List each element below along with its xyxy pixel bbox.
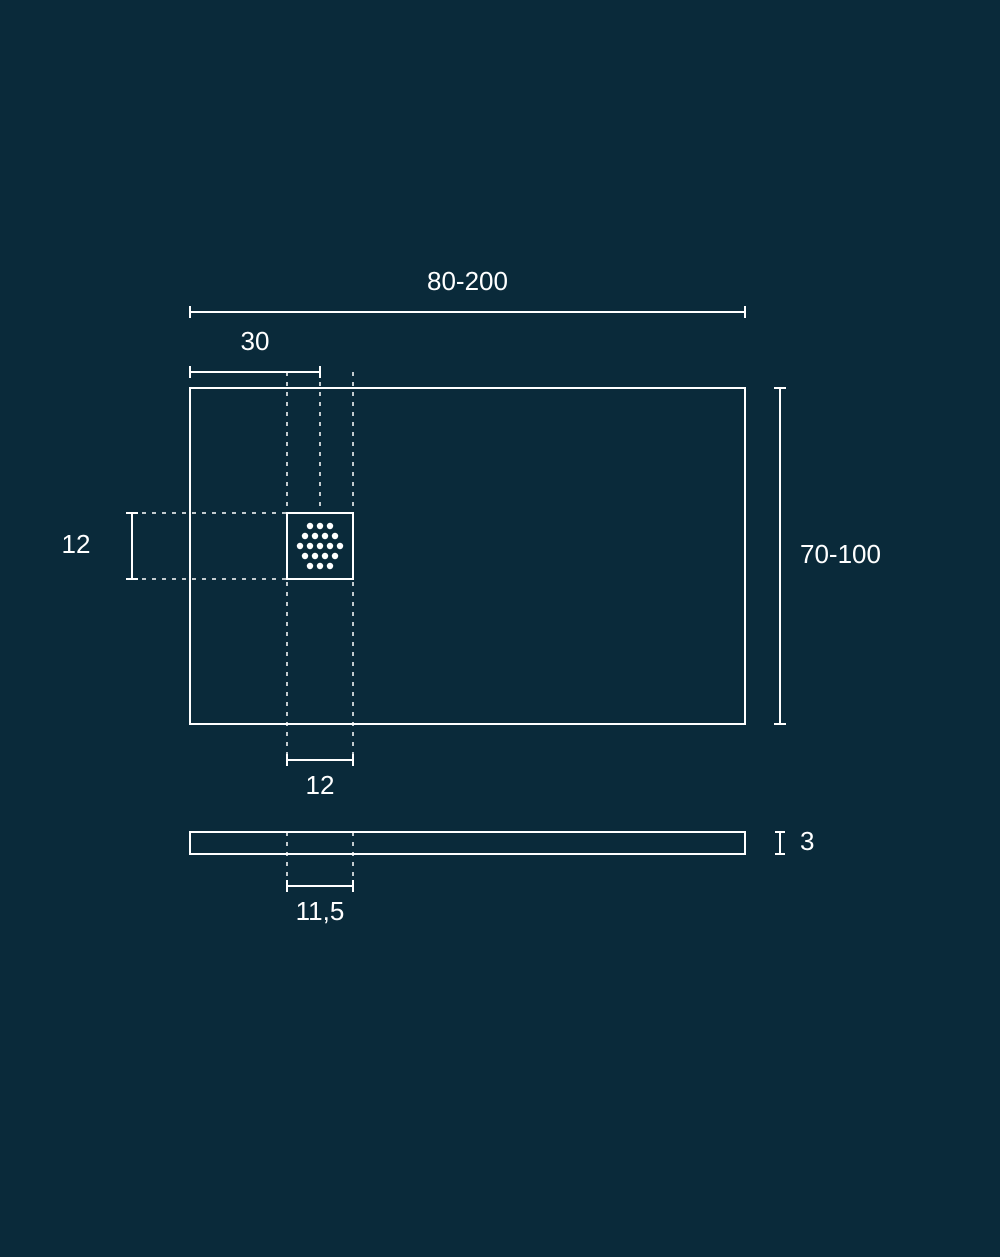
dim-drain-height-label: 12	[62, 529, 91, 559]
dim-width-total-label: 80-200	[427, 266, 508, 296]
dim-side-notch: 11,5	[287, 880, 353, 926]
background	[0, 0, 1000, 1257]
dim-width-offset-label: 30	[241, 326, 270, 356]
dim-side-thickness-label: 3	[800, 826, 814, 856]
dim-height-total-label: 70-100	[800, 539, 881, 569]
technical-drawing: 80-200 30 70-100 12 12 3 11,5	[0, 0, 1000, 1257]
dim-drain-width-label: 12	[306, 770, 335, 800]
dim-side-notch-label: 11,5	[296, 896, 345, 926]
